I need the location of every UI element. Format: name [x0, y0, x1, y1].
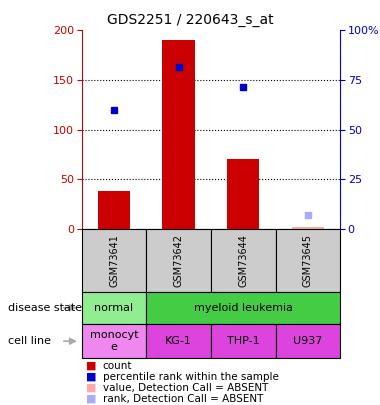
Text: KG-1: KG-1: [165, 336, 192, 346]
Text: GDS2251 / 220643_s_at: GDS2251 / 220643_s_at: [107, 13, 273, 27]
Text: rank, Detection Call = ABSENT: rank, Detection Call = ABSENT: [103, 394, 263, 403]
Text: myeloid leukemia: myeloid leukemia: [194, 303, 293, 313]
Bar: [292, 227, 324, 229]
Bar: [98, 191, 130, 229]
Text: GSM73644: GSM73644: [238, 234, 248, 287]
Text: cell line: cell line: [8, 336, 51, 346]
Text: percentile rank within the sample: percentile rank within the sample: [103, 372, 279, 382]
Bar: [292, 227, 324, 229]
Bar: [227, 160, 259, 229]
Text: ■: ■: [86, 372, 96, 382]
Text: ■: ■: [86, 394, 96, 403]
Text: disease state: disease state: [8, 303, 82, 313]
Text: THP-1: THP-1: [227, 336, 260, 346]
Text: GSM73642: GSM73642: [174, 234, 184, 287]
Text: GSM73641: GSM73641: [109, 234, 119, 287]
Text: count: count: [103, 361, 132, 371]
Text: normal: normal: [95, 303, 133, 313]
Text: monocyt
e: monocyt e: [90, 330, 138, 352]
Text: ■: ■: [86, 361, 96, 371]
Text: U937: U937: [293, 336, 323, 346]
Bar: [162, 40, 195, 229]
Text: value, Detection Call = ABSENT: value, Detection Call = ABSENT: [103, 383, 268, 392]
Text: GSM73645: GSM73645: [303, 234, 313, 287]
Text: ■: ■: [86, 383, 96, 392]
